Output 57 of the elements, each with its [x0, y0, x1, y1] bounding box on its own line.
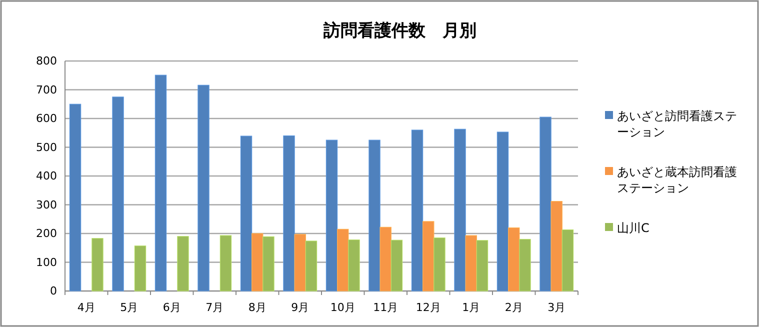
bar — [508, 227, 520, 292]
y-tick-label: 100 — [36, 256, 57, 269]
legend-label: あいざと訪問看護ステーション — [617, 109, 737, 139]
bar — [262, 236, 274, 292]
bar — [305, 240, 318, 292]
x-tick-label: 2月 — [504, 300, 523, 314]
y-tick-label: 800 — [36, 54, 57, 68]
x-tick-label: 12月 — [416, 300, 441, 314]
bar — [368, 140, 380, 292]
bar — [434, 238, 446, 292]
bar — [220, 235, 232, 292]
y-tick-label: 0 — [50, 284, 57, 298]
y-tick-label: 300 — [36, 198, 57, 212]
bar — [337, 228, 349, 292]
bar — [69, 104, 82, 292]
bar — [465, 235, 477, 292]
bar — [177, 236, 189, 292]
chart-title: 訪問看護件数 月別 — [322, 21, 476, 41]
bar — [112, 96, 124, 292]
bar — [496, 132, 509, 292]
bar — [198, 84, 210, 292]
y-tick-label: 200 — [36, 227, 57, 240]
x-tick-label: 4月 — [77, 300, 96, 314]
bar — [326, 140, 338, 292]
bar — [252, 233, 264, 292]
bar — [92, 238, 104, 292]
bar — [476, 240, 488, 292]
bar — [154, 74, 167, 292]
x-tick-label: 11月 — [373, 300, 398, 314]
x-tick-label: 7月 — [206, 300, 224, 314]
x-tick-label: 5月 — [120, 300, 138, 314]
x-tick-label: 10月 — [330, 300, 356, 314]
bar — [411, 130, 424, 292]
bar — [294, 234, 306, 292]
x-tick-label: 6月 — [162, 300, 181, 314]
bar — [240, 136, 252, 292]
bar — [540, 116, 552, 292]
legend-label: あいざと蔵本訪問看護ステーション — [617, 165, 737, 195]
bar — [454, 128, 466, 292]
x-tick-label: 8月 — [248, 300, 266, 314]
bar — [134, 246, 146, 292]
y-tick-label: 600 — [36, 112, 57, 126]
bar — [283, 135, 295, 292]
legend-label: 山川C — [617, 221, 650, 235]
bar — [422, 221, 434, 292]
y-tick-label: 500 — [36, 140, 57, 154]
bar — [380, 226, 392, 292]
bar — [348, 240, 360, 292]
bar — [519, 238, 531, 292]
bar — [562, 229, 574, 292]
bar — [390, 240, 403, 292]
bar — [550, 201, 562, 292]
y-tick-label: 700 — [36, 83, 57, 96]
x-tick-label: 9月 — [291, 300, 310, 314]
x-tick-label: 1月 — [462, 300, 480, 314]
x-tick-label: 3月 — [548, 300, 566, 314]
y-tick-label: 400 — [36, 170, 57, 183]
